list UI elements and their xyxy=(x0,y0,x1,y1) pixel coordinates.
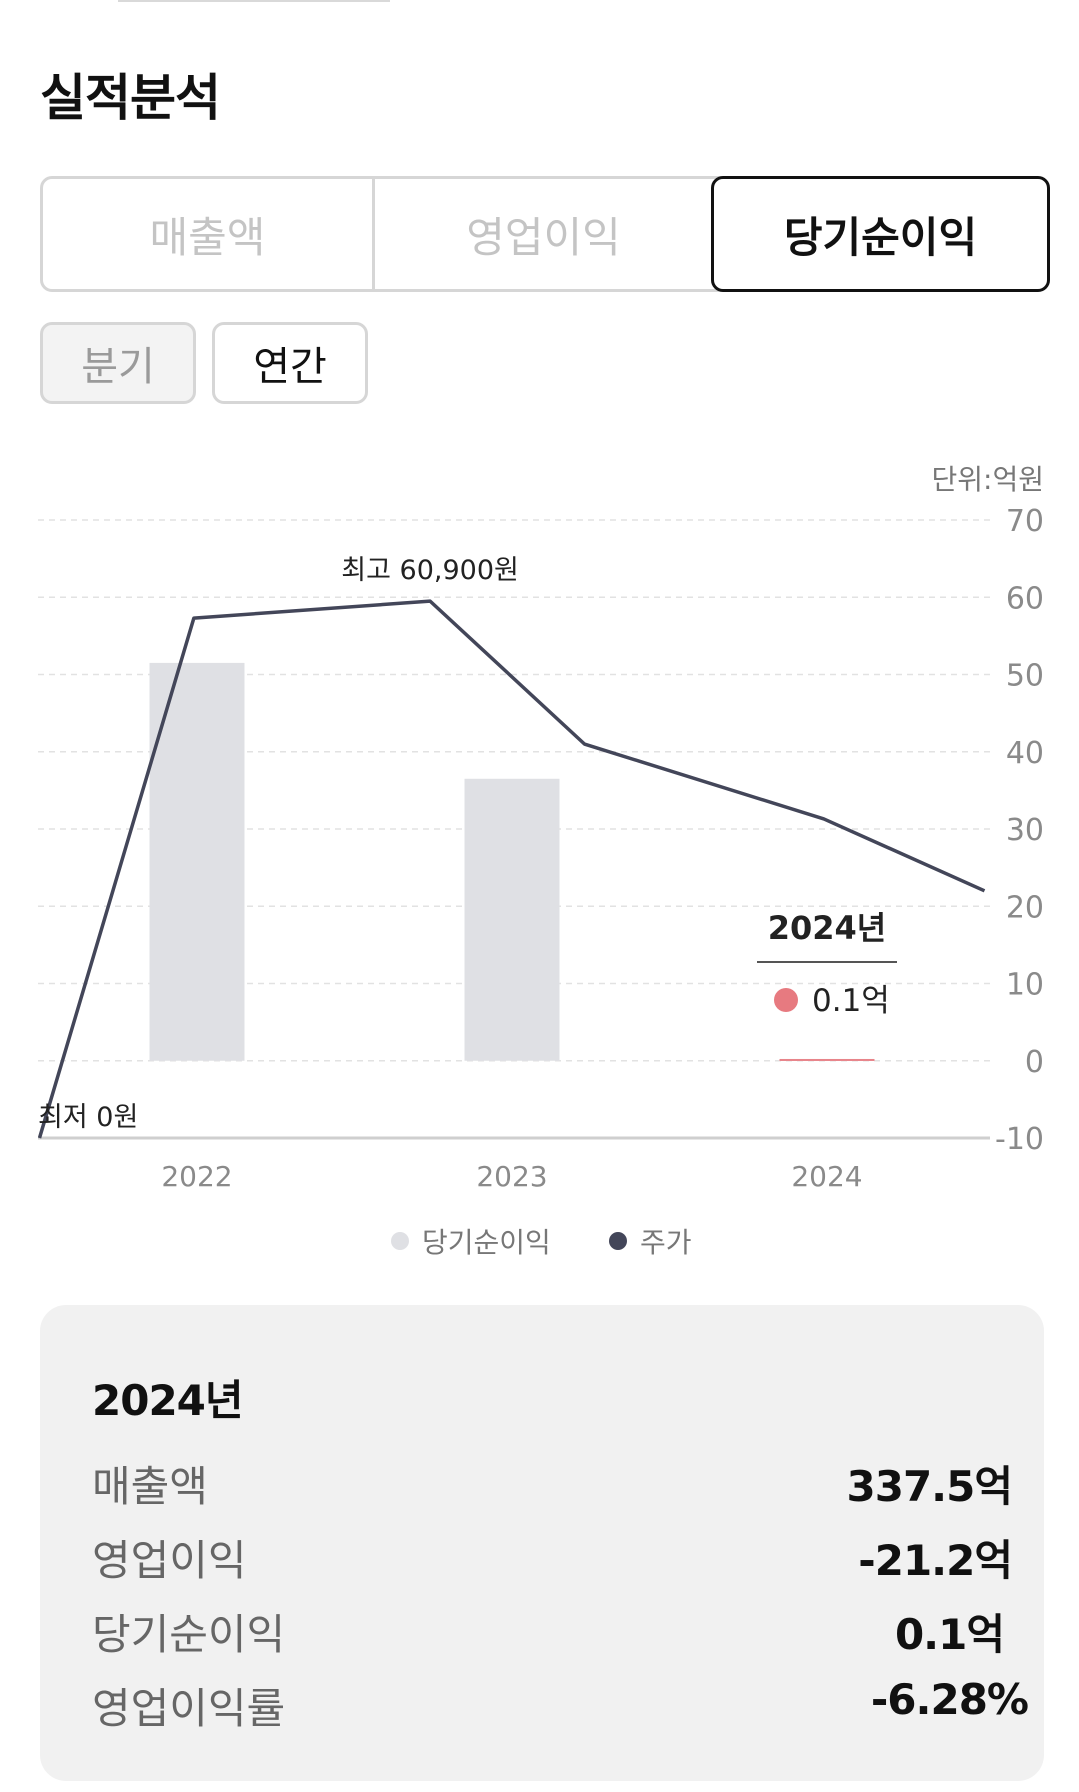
y-tick-label: 40 xyxy=(1006,736,1044,771)
summary-card: 2024년 매출액 337.5억 영업이익 -21.2억 당기순이익 0.1억 … xyxy=(40,1305,1044,1781)
y-tick-label: 30 xyxy=(1006,813,1044,848)
tooltip-year: 2024년 xyxy=(768,909,887,947)
summary-row-revenue: 매출액 337.5억 xyxy=(92,1453,1028,1513)
bar-2023[interactable] xyxy=(464,778,560,1061)
summary-year: 2024년 xyxy=(92,1376,244,1425)
bar-2024[interactable] xyxy=(779,1058,875,1061)
summary-value: -6.28% xyxy=(870,1675,1029,1724)
legend-label-net-income: 당기순이익 xyxy=(422,1226,551,1259)
min-price-annotation: 최저 0원 xyxy=(38,1102,138,1133)
summary-value: 0.1억 xyxy=(894,1610,1005,1659)
tab-operating-profit[interactable]: 영업이익 xyxy=(466,212,621,262)
summary-row-net-income: 당기순이익 0.1억 xyxy=(92,1601,1028,1661)
summary-label: 당기순이익 xyxy=(92,1610,286,1659)
metric-tab-group: 매출액 영업이익 당기순이익 xyxy=(40,176,1050,292)
y-tick-label: 70 xyxy=(1006,504,1044,539)
stock-price-line xyxy=(38,599,986,1139)
summary-row-operating-profit: 영업이익 -21.2억 xyxy=(92,1527,1028,1587)
period-quarterly-button[interactable]: 분기 xyxy=(40,322,196,404)
legend-swatch-stock-price xyxy=(609,1232,627,1250)
y-tick-label: 60 xyxy=(1006,581,1044,616)
y-tick-label: 20 xyxy=(1006,890,1044,925)
summary-label: 매출액 xyxy=(92,1462,208,1511)
summary-label: 영업이익 xyxy=(92,1536,247,1585)
period-annual-button[interactable]: 연간 xyxy=(212,322,368,404)
chart-tooltip: 2024년 0.1억 xyxy=(757,909,897,1019)
section-title: 실적분석 xyxy=(40,69,221,127)
bar-2022[interactable] xyxy=(149,662,245,1061)
y-tick-label: 50 xyxy=(1006,659,1044,694)
y-tick-label: 0 xyxy=(1025,1045,1044,1080)
legend-swatch-net-income xyxy=(391,1232,409,1250)
max-price-annotation: 최고 60,900원 xyxy=(341,555,519,586)
summary-value: -21.2억 xyxy=(858,1536,1013,1585)
legend-label-stock-price: 주가 xyxy=(640,1226,692,1259)
summary-row-operating-margin: 영업이익률 -6.28% xyxy=(92,1675,1029,1735)
x-tick-label: 2022 xyxy=(161,1160,232,1193)
tab-revenue[interactable]: 매출액 xyxy=(43,179,375,289)
x-tick-label: 2024 xyxy=(791,1160,862,1193)
tab-net-income[interactable]: 당기순이익 xyxy=(711,176,1050,292)
tooltip-value: 0.1억 xyxy=(812,983,890,1019)
chart-legend: 당기순이익 주가 xyxy=(391,1226,692,1259)
summary-label: 영업이익률 xyxy=(92,1684,286,1733)
unit-label: 단위:억원 xyxy=(932,463,1044,496)
top-divider xyxy=(118,0,390,2)
tooltip-dot xyxy=(774,988,798,1012)
y-tick-label: -10 xyxy=(995,1122,1044,1157)
summary-value: 337.5억 xyxy=(846,1462,1013,1511)
x-tick-label: 2023 xyxy=(476,1160,547,1193)
y-tick-label: 10 xyxy=(1006,968,1044,1003)
